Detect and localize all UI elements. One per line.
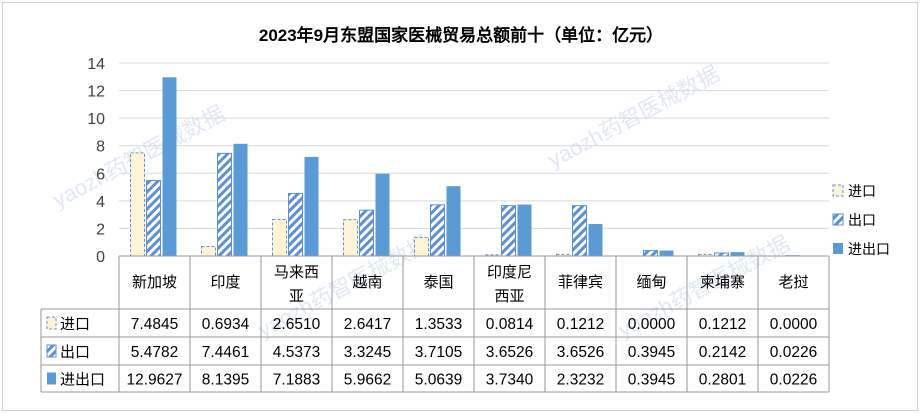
- data-cell: 5.4782: [131, 344, 178, 361]
- bar-layer: [130, 77, 816, 257]
- data-cell: 7.4845: [131, 316, 178, 333]
- data-cell: 2.6510: [273, 316, 321, 333]
- data-cell: 12.9627: [126, 372, 182, 389]
- bar-import: [414, 236, 429, 257]
- data-cell: 0.0000: [628, 316, 676, 333]
- data-cell: 0.0814: [486, 316, 534, 333]
- data-cell: 2.3232: [557, 372, 604, 389]
- bar-export: [288, 192, 303, 257]
- data-cell: 0.2801: [699, 372, 746, 389]
- bar-import: [343, 219, 358, 257]
- row-header: 出口: [60, 343, 90, 361]
- table-key-swatch: [47, 372, 56, 385]
- category-label: 西亚: [494, 287, 524, 305]
- bar-total: [375, 173, 390, 256]
- y-tick-label: 12: [87, 84, 105, 101]
- data-cell: 0.6934: [202, 316, 250, 333]
- bar-export: [430, 204, 445, 257]
- data-cell: 7.4461: [202, 344, 249, 361]
- data-cell: 3.6526: [557, 344, 604, 361]
- category-label: 新加坡: [132, 273, 177, 291]
- data-cell: 3.3245: [344, 344, 391, 361]
- bar-total: [517, 204, 532, 256]
- bar-total: [233, 143, 248, 256]
- data-cell: 5.9662: [344, 372, 391, 389]
- category-label: 马来西: [274, 263, 319, 281]
- table-key-swatch: [46, 344, 57, 358]
- bar-import: [272, 218, 287, 257]
- row-header: 进口: [60, 315, 90, 333]
- data-cell: 4.5373: [273, 344, 320, 361]
- bar-export: [217, 152, 232, 257]
- bar-import: [130, 152, 145, 257]
- bar-total: [588, 223, 603, 256]
- category-label: 越南: [352, 273, 382, 291]
- category-label: 亚: [289, 287, 304, 305]
- bar-total: [304, 156, 319, 256]
- bar-total: [659, 250, 674, 256]
- table-key-swatch: [46, 316, 57, 330]
- bar-export: [572, 205, 587, 257]
- category-label: 柬埔寨: [700, 273, 745, 291]
- y-tick-label: 8: [96, 139, 105, 156]
- legend-label: 出口: [848, 213, 876, 229]
- bar-total: [162, 77, 177, 256]
- data-cell: 0.0226: [770, 372, 817, 389]
- data-cell: 1.3533: [415, 316, 462, 333]
- bar-total: [446, 186, 461, 256]
- bar-total: [730, 252, 745, 256]
- chart-svg: 2023年9月东盟国家医械贸易总额前十（单位：亿元） yaozh药智医械数据ya…: [40, 25, 890, 393]
- y-axis: 0 2 4 6 8 10 12 14: [87, 56, 105, 266]
- y-tick-label: 14: [87, 56, 105, 73]
- category-label: 老挝: [778, 273, 808, 291]
- data-cell: 3.7340: [486, 372, 534, 389]
- data-cell: 0.1212: [699, 316, 746, 333]
- category-label: 泰国: [423, 273, 453, 291]
- bar-export: [359, 209, 374, 257]
- category-label: 菲律宾: [558, 273, 603, 291]
- y-tick-label: 0: [96, 249, 105, 266]
- data-cell: 5.0639: [415, 372, 462, 389]
- data-cell: 0.0000: [770, 316, 818, 333]
- category-label: 印度尼: [487, 263, 532, 281]
- legend-label: 进口: [848, 184, 876, 200]
- data-cell: 3.7105: [415, 344, 462, 361]
- y-tick-label: 10: [87, 111, 105, 128]
- legend-swatch-import: [832, 184, 844, 197]
- bar-export: [501, 205, 516, 257]
- y-tick-label: 2: [96, 221, 105, 238]
- data-cell: 2.6417: [344, 316, 391, 333]
- bar-export: [643, 250, 658, 257]
- data-cell: 0.0226: [770, 344, 817, 361]
- data-cell: 7.1883: [273, 372, 320, 389]
- data-cell: 8.1395: [202, 372, 249, 389]
- bar-import: [201, 245, 216, 257]
- y-tick-label: 6: [96, 166, 105, 183]
- legend-swatch-export: [832, 213, 844, 226]
- category-label: 印度: [210, 273, 240, 291]
- y-tick-label: 4: [96, 194, 105, 211]
- data-cell: 3.6526: [486, 344, 533, 361]
- row-header: 进出口: [60, 371, 105, 389]
- data-cell: 0.1212: [557, 316, 604, 333]
- legend-label: 进出口: [848, 242, 890, 258]
- data-cell: 0.3945: [628, 372, 675, 389]
- category-label: 缅甸: [636, 273, 666, 291]
- data-cell: 0.2142: [699, 344, 746, 361]
- chart-title: 2023年9月东盟国家医械贸易总额前十（单位：亿元）: [259, 25, 663, 45]
- bar-export: [146, 179, 161, 257]
- data-cell: 0.3945: [628, 344, 675, 361]
- legend-swatch-total: [833, 243, 843, 254]
- watermark-text: yaozh药智医械数据: [544, 61, 724, 173]
